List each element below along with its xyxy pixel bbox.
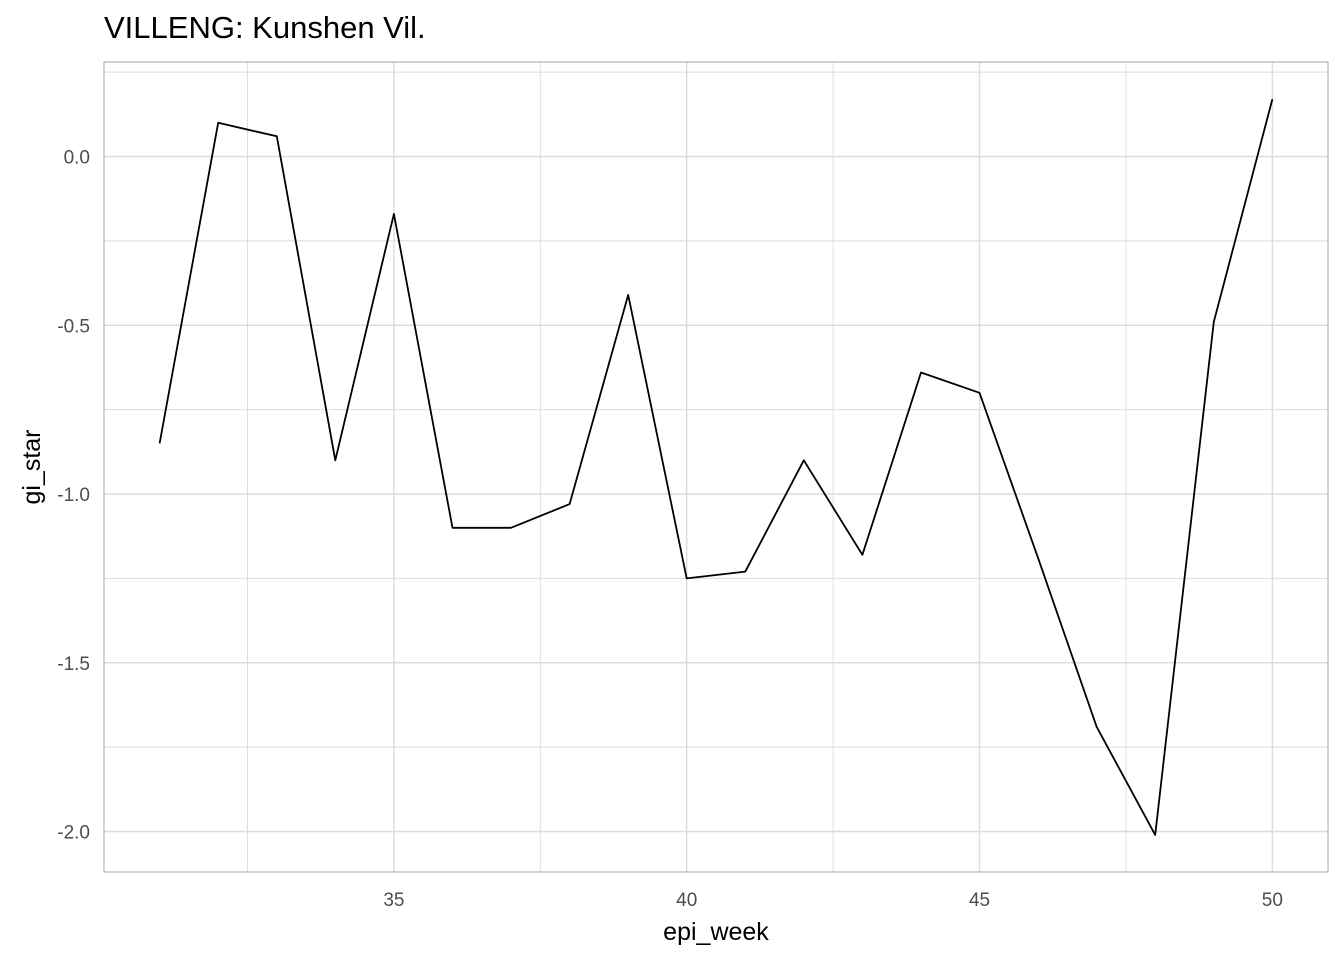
x-tick-label: 45 xyxy=(969,890,990,911)
data-point xyxy=(276,135,278,137)
data-point xyxy=(334,459,336,461)
data-point xyxy=(920,372,922,374)
data-point xyxy=(861,554,863,556)
data-point xyxy=(451,527,453,529)
data-point xyxy=(510,527,512,529)
x-tick-label: 35 xyxy=(383,890,404,911)
y-axis-title: gi_star xyxy=(18,429,46,504)
x-tick-label: 50 xyxy=(1262,890,1283,911)
y-tick-label: -1.5 xyxy=(57,654,90,675)
x-axis-ticks: 35 40 45 50 xyxy=(383,890,1283,911)
y-axis-ticks: 0.0 -0.5 -1.0 -1.5 -2.0 xyxy=(57,148,90,844)
y-tick-label: 0.0 xyxy=(64,148,90,169)
x-tick-label: 40 xyxy=(676,890,697,911)
data-point xyxy=(979,392,981,394)
data-point xyxy=(686,577,688,579)
data-point xyxy=(1271,98,1273,100)
data-point xyxy=(393,213,395,215)
y-tick-label: -0.5 xyxy=(57,316,90,337)
panel-border xyxy=(103,61,1329,873)
data-point xyxy=(217,122,219,124)
y-tick-label: -2.0 xyxy=(57,823,90,844)
data-point xyxy=(159,442,161,444)
data-point xyxy=(803,459,805,461)
data-point xyxy=(744,571,746,573)
data-point xyxy=(1213,321,1215,323)
grid-lines xyxy=(104,62,1328,872)
chart-title: VILLENG: Kunshen Vil. xyxy=(104,10,426,45)
data-point xyxy=(1154,834,1156,836)
data-point xyxy=(1096,726,1098,728)
data-point xyxy=(569,503,571,505)
series-line-group xyxy=(158,98,1274,836)
series-line xyxy=(158,98,1274,836)
data-point xyxy=(1037,557,1039,559)
y-tick-label: -1.0 xyxy=(57,485,90,506)
data-point xyxy=(627,294,629,296)
x-axis-title: epi_week xyxy=(663,918,769,946)
data-points xyxy=(159,98,1274,836)
